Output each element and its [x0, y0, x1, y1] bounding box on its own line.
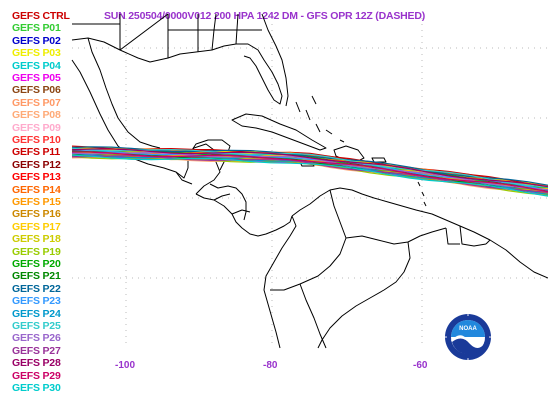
longitude-label-100w: -100: [115, 360, 136, 371]
legend-entry: GEFS P30: [12, 382, 61, 394]
longitude-label-80w: -80: [263, 360, 278, 371]
legend-entry: GEFS P15: [12, 196, 61, 208]
legend-entry: GEFS P22: [12, 282, 61, 295]
legend-entry: GEFS P25: [12, 320, 61, 332]
legend-entry: GEFS P10: [12, 134, 61, 146]
legend-entry: GEFS P05: [12, 72, 61, 84]
legend-entry: GEFS P06: [12, 84, 61, 97]
legend-entry: GEFS P13: [12, 171, 61, 184]
legend-entry: GEFS P16: [12, 208, 61, 221]
map-title: SUN 250504/0000V012 200 HPA 1242 DM - GF…: [104, 10, 426, 22]
legend-entry: GEFS P14: [12, 183, 61, 196]
legend-entry: GEFS P02: [12, 34, 61, 47]
legend-entry: GEFS P24: [12, 307, 61, 320]
legend-entry: GEFS P21: [12, 270, 61, 283]
legend-entry: GEFS P09: [12, 121, 61, 134]
legend-entry: GEFS P19: [12, 245, 61, 258]
legend-entry: GEFS P17: [12, 220, 61, 233]
legend-entry: GEFS P12: [12, 158, 61, 171]
legend-entry: GEFS P08: [12, 109, 61, 122]
legend-entry: GEFS P27: [12, 344, 61, 357]
legend-entry: GEFS CTRL: [12, 10, 70, 22]
legend-entry: GEFS P04: [12, 59, 61, 72]
legend-entry: GEFS P23: [12, 295, 61, 308]
legend-entry: GEFS P29: [12, 369, 61, 382]
longitude-label-60w: -60: [413, 360, 428, 371]
legend-entry: GEFS P28: [12, 357, 61, 370]
noaa-logo: NOAA: [445, 314, 491, 360]
contour-line: [71, 148, 548, 188]
legend-entry: GEFS P11: [12, 146, 61, 159]
contour-line: [71, 147, 548, 188]
ensemble-legend: GEFS CTRL GEFS P01 GEFS P02 GEFS P03 GEFS P0…: [0, 0, 70, 412]
legend-entry: GEFS P03: [12, 47, 61, 60]
contour-line: [71, 154, 548, 197]
svg-text:NOAA: NOAA: [459, 326, 477, 332]
legend-entry: GEFS P18: [12, 233, 61, 246]
legend-entry: GEFS P26: [12, 332, 61, 345]
contour-line: [72, 151, 548, 193]
legend-entry: GEFS P01: [12, 22, 61, 35]
legend-entry: GEFS P07: [12, 96, 61, 109]
coastlines: [71, 13, 548, 349]
ensemble-contours: [71, 145, 548, 197]
legend-entry: GEFS P20: [12, 258, 61, 270]
